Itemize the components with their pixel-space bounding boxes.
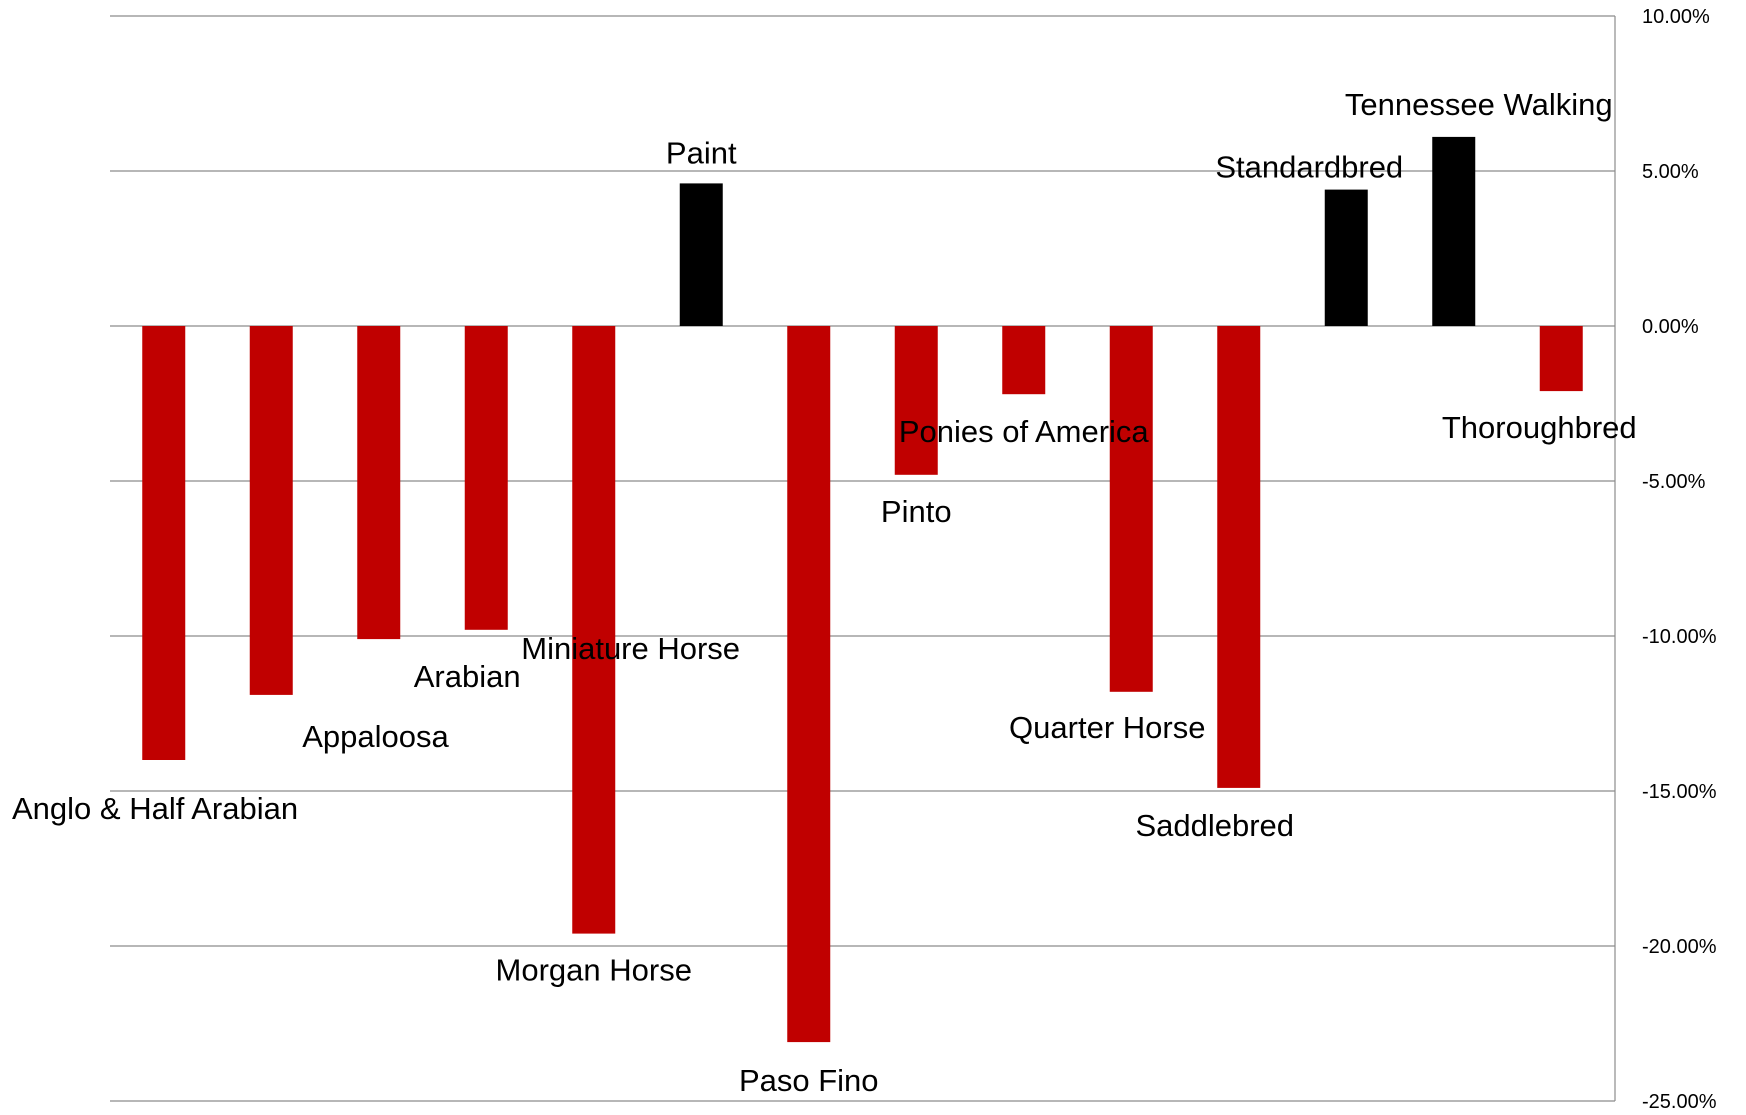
y-tick-label: -25.00%: [1642, 1091, 1717, 1113]
bar-saddlebred: [1217, 326, 1261, 788]
bar-label: Saddlebred: [1135, 808, 1294, 843]
bar-label: Paso Fino: [739, 1063, 879, 1098]
bar-paso-fino: [787, 326, 831, 1043]
bar-label: Tennessee Walking: [1345, 87, 1613, 122]
bar-label: Paint: [666, 135, 737, 170]
bar-label: Quarter Horse: [1009, 710, 1205, 745]
bar-thoroughbred: [1539, 326, 1583, 392]
bar-label: Ponies of America: [899, 414, 1150, 449]
bar-arabian: [357, 326, 401, 640]
y-tick-label: -10.00%: [1642, 626, 1717, 648]
bar-standardbred: [1324, 189, 1368, 326]
bar-pinto: [894, 326, 938, 475]
y-tick-label: -5.00%: [1642, 471, 1706, 493]
bar-miniature-horse: [464, 326, 508, 630]
bar-tennessee-walking: [1432, 136, 1476, 326]
bar-morgan-horse: [572, 326, 616, 934]
bar-label: Miniature Horse: [521, 631, 740, 666]
bar-label: Arabian: [414, 659, 521, 694]
bar-label: Appaloosa: [302, 719, 449, 754]
y-tick-label: 10.00%: [1642, 6, 1710, 28]
bar-label: Standardbred: [1215, 150, 1403, 185]
bar-label: Anglo & Half Arabian: [12, 791, 298, 826]
y-axis-ticks: 10.00% 5.00% 0.00% -5.00% -10.00% -15.00% -20.…: [1642, 6, 1717, 1113]
bar-label: Pinto: [881, 494, 952, 529]
bars: [142, 136, 1583, 1043]
bar-paint: [679, 183, 723, 326]
bar-ponies-of-america: [1002, 326, 1046, 395]
bar-quarter-horse: [1109, 326, 1153, 692]
bar-label: Morgan Horse: [496, 953, 692, 988]
bar-anglo-half-arabian: [142, 326, 186, 760]
y-tick-label: -15.00%: [1642, 781, 1717, 803]
y-tick-label: 5.00%: [1642, 161, 1699, 183]
bar-label: Thoroughbred: [1442, 410, 1637, 445]
y-tick-label: 0.00%: [1642, 316, 1699, 338]
bar-appaloosa: [249, 326, 293, 695]
bar-labels: Anglo & Half Arabian Appaloosa ArabianMini…: [12, 87, 1637, 1098]
y-tick-label: -20.00%: [1642, 936, 1717, 958]
